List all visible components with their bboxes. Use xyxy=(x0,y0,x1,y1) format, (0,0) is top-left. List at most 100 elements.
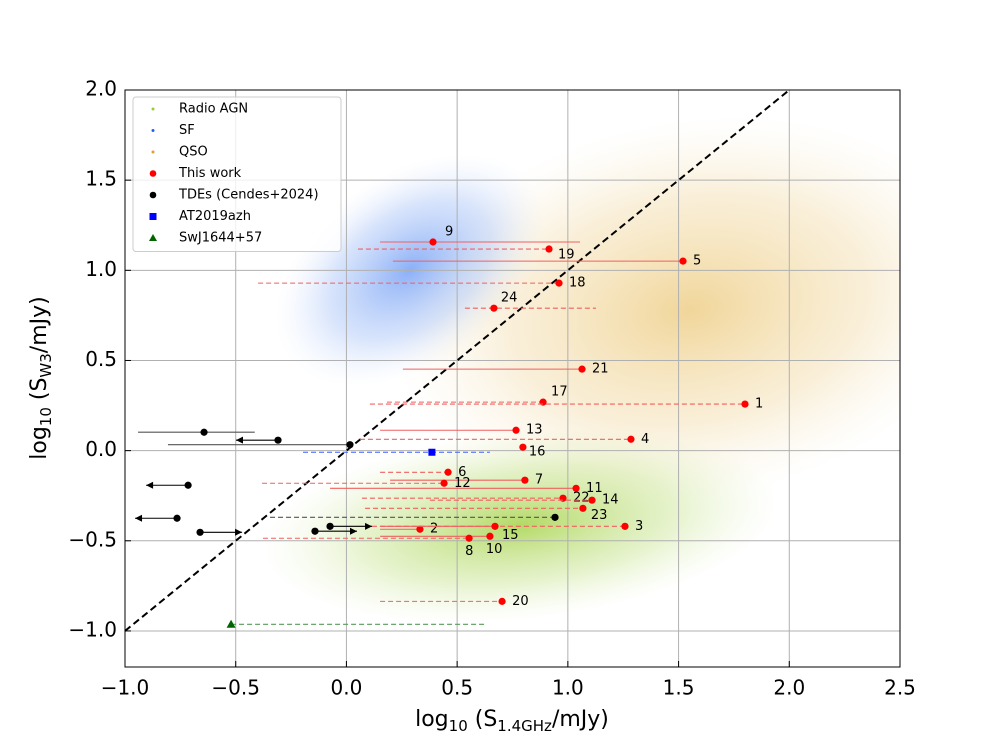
point xyxy=(486,532,494,540)
legend-marker xyxy=(149,234,157,241)
point-label: 23 xyxy=(591,508,608,523)
point-label: 4 xyxy=(641,432,649,447)
point-label: 6 xyxy=(458,465,466,480)
y-axis-label: log10 (SW3/mJy) xyxy=(27,296,55,460)
legend-marker xyxy=(151,129,155,132)
legend-label: Radio AGN xyxy=(179,102,248,117)
point-label: 3 xyxy=(635,519,643,534)
point xyxy=(545,245,553,253)
point xyxy=(440,479,448,487)
limit-arrow-head xyxy=(236,436,244,444)
point xyxy=(200,428,208,436)
x-tick-label: 1.5 xyxy=(663,676,695,700)
point xyxy=(346,441,354,449)
point xyxy=(741,400,749,408)
y-tick-label: 0.5 xyxy=(85,347,117,371)
point xyxy=(429,238,437,246)
legend-label: QSO xyxy=(179,145,208,160)
x-tick-label: 0.5 xyxy=(441,676,473,700)
point-label: 2 xyxy=(430,522,438,537)
point xyxy=(621,522,629,530)
point xyxy=(519,443,527,451)
point-label: 16 xyxy=(529,445,546,460)
x-tick-label: −1.0 xyxy=(101,676,150,700)
point xyxy=(274,436,282,444)
y-tick-label: −1.0 xyxy=(68,617,117,641)
point-label: 1 xyxy=(755,397,763,412)
y-tick-label: 2.0 xyxy=(85,77,117,101)
point xyxy=(491,522,499,530)
legend-marker xyxy=(149,170,157,177)
x-tick-label: −0.5 xyxy=(211,676,260,700)
limit-arrow-head xyxy=(135,514,143,522)
point-label: 22 xyxy=(573,491,590,506)
point-label: 9 xyxy=(445,225,453,240)
legend-label: SF xyxy=(179,123,195,138)
point-label: 12 xyxy=(454,476,471,491)
legend-marker xyxy=(151,107,155,111)
agn-density xyxy=(261,426,779,624)
legend-marker xyxy=(149,213,157,220)
point xyxy=(512,426,520,434)
x-tick-label: 2.5 xyxy=(884,676,916,700)
point xyxy=(173,514,181,522)
x-axis-label: log10 (S1.4GHz/mJy) xyxy=(415,707,609,735)
legend-marker xyxy=(149,191,157,199)
point-label: 15 xyxy=(502,528,519,543)
legend: Radio AGN SF QSO This work TDEs (Cendes+2024… xyxy=(132,96,342,252)
y-tick-label: 1.5 xyxy=(85,167,117,191)
point xyxy=(416,525,424,533)
y-tick-label: −0.5 xyxy=(68,527,117,551)
point xyxy=(490,304,498,312)
legend-label: This work xyxy=(178,166,242,181)
point-label: 18 xyxy=(569,276,586,291)
point-label: 11 xyxy=(586,481,603,496)
legend-label: TDEs (Cendes+2024) xyxy=(178,188,319,203)
point xyxy=(428,448,436,456)
point-label: 20 xyxy=(512,594,529,609)
legend-label: AT2019azh xyxy=(179,209,251,224)
point xyxy=(226,619,236,628)
point xyxy=(465,534,473,542)
limit-arrow-head xyxy=(365,522,373,530)
point xyxy=(679,257,687,265)
point-label: 10 xyxy=(486,542,503,557)
legend-marker xyxy=(151,150,155,154)
point xyxy=(326,522,334,530)
point xyxy=(627,435,635,443)
legend-box xyxy=(132,96,342,252)
density-layer xyxy=(261,115,900,624)
point-label: 21 xyxy=(592,362,609,377)
point xyxy=(572,484,580,492)
y-tick-label: 1.0 xyxy=(85,257,117,281)
y-tick-label: 0.0 xyxy=(85,437,117,461)
x-tick-label: 1.0 xyxy=(552,676,584,700)
point xyxy=(498,597,506,605)
point xyxy=(555,279,563,287)
point-label: 17 xyxy=(551,385,568,400)
point xyxy=(196,528,204,536)
limit-arrow-head xyxy=(235,528,243,536)
plot-frame xyxy=(124,89,901,668)
point xyxy=(311,527,319,535)
legend-label: SwJ1644+57 xyxy=(179,231,262,246)
point-label: 24 xyxy=(501,291,518,306)
x-tick-label: 2.0 xyxy=(773,676,805,700)
point xyxy=(551,513,559,521)
limit-arrow-head xyxy=(349,527,357,535)
point-label: 14 xyxy=(602,493,619,508)
limit-arrow-head xyxy=(146,481,154,489)
point-label: 5 xyxy=(693,254,701,269)
point xyxy=(444,468,452,476)
point xyxy=(578,365,586,373)
point-label: 13 xyxy=(526,423,543,438)
point xyxy=(588,496,596,504)
x-tick-label: 0.0 xyxy=(331,676,363,700)
point xyxy=(521,476,529,484)
point xyxy=(184,481,192,489)
point-label: 7 xyxy=(535,473,543,488)
point-label: 8 xyxy=(465,544,473,559)
point xyxy=(579,504,587,512)
